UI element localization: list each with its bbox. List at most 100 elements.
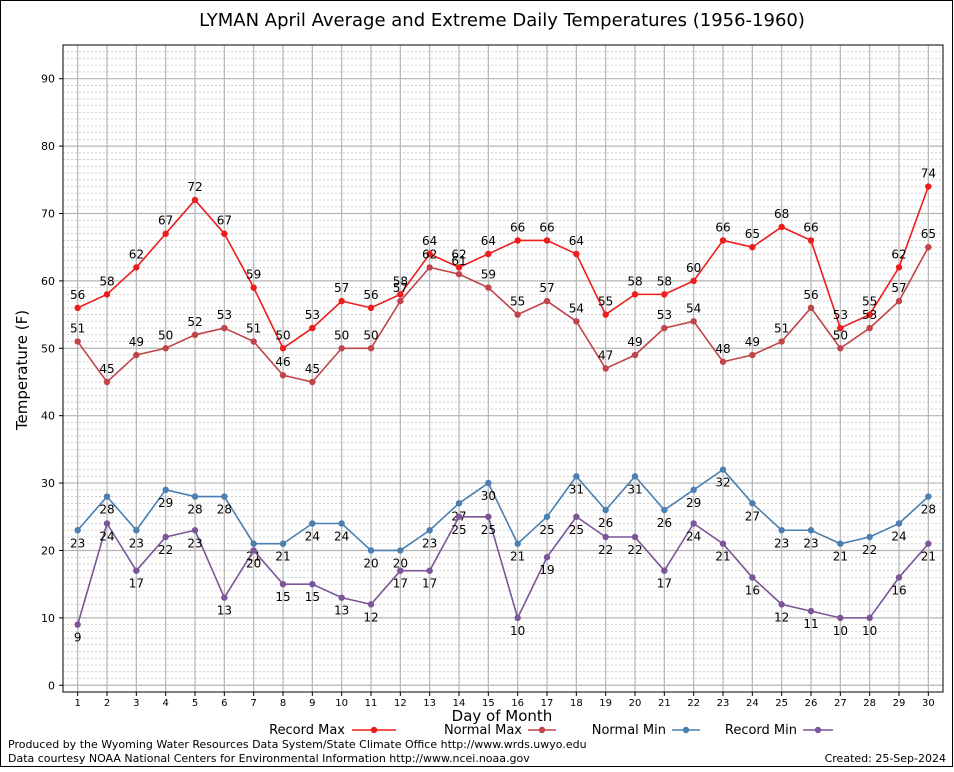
- record-max-data-label: 68: [774, 207, 789, 221]
- normal-max-data-label: 47: [598, 349, 613, 363]
- normal-min-data-label: 21: [275, 550, 290, 564]
- normal-max-data-label: 48: [715, 342, 730, 356]
- normal-min-point: [279, 540, 287, 547]
- major-gridlines: [63, 45, 943, 692]
- x-tick-label: 28: [863, 698, 876, 709]
- normal-max-data-label: 49: [627, 335, 642, 349]
- normal-max-data-label: 50: [158, 328, 173, 342]
- normal-min-data-label: 29: [686, 496, 701, 510]
- normal-max-point: [221, 324, 228, 332]
- normal-min-point: [309, 520, 316, 527]
- record-min-point: [221, 594, 228, 601]
- record-min-data-label: 17: [422, 577, 437, 591]
- record-max-data-label: 58: [627, 274, 642, 288]
- normal-min-point: [514, 540, 521, 547]
- legend-marker: [682, 726, 690, 734]
- record-max-data-label: 56: [363, 288, 378, 302]
- record-min-point: [925, 540, 932, 547]
- normal-min-data-label: 28: [921, 503, 936, 517]
- normal-min-point: [837, 540, 844, 547]
- record-max-data-label: 62: [129, 247, 144, 261]
- record-max-data-label: 67: [158, 214, 173, 228]
- record-max-point: [133, 264, 140, 271]
- record-min-point: [279, 580, 287, 588]
- record-max-point: [485, 250, 492, 258]
- y-tick-label: 90: [41, 73, 55, 86]
- record-max-data-label: 55: [598, 295, 613, 309]
- normal-min-data-label: 24: [305, 530, 320, 544]
- normal-max-line: [77, 246, 930, 384]
- normal-max-data-label: 53: [217, 308, 232, 322]
- normal-max-data-label: 59: [481, 268, 496, 282]
- normal-max-data-label: 49: [745, 335, 760, 349]
- record-min-point: [866, 614, 873, 622]
- record-max-data-label: 59: [246, 268, 261, 282]
- normal-min-point: [74, 527, 81, 534]
- normal-max-data-label: 50: [363, 328, 378, 342]
- record-min-data-label: 24: [99, 530, 114, 544]
- record-min-data-label: 20: [246, 556, 261, 570]
- record-min-point: [514, 614, 521, 622]
- series-normal-min: 23 28 23 29 28 28 21 21 24 24 20 20 23 27 30 21 25 31 26 31…: [70, 466, 936, 570]
- record-min-point: [162, 533, 169, 541]
- record-max-data-label: 53: [305, 308, 320, 322]
- x-tick-label: 10: [335, 698, 348, 709]
- normal-max-data-label: 57: [393, 281, 408, 295]
- normal-max-point: [514, 311, 521, 318]
- y-tick-label: 30: [41, 477, 55, 490]
- normal-min-line: [77, 468, 929, 552]
- record-min-line: [76, 515, 929, 625]
- y-tick-label: 80: [41, 140, 55, 153]
- normal-max-point: [455, 270, 463, 278]
- record-max-point: [367, 304, 375, 312]
- record-max-data-label: 66: [510, 220, 525, 234]
- record-max-point: [338, 297, 345, 305]
- record-max-point: [895, 264, 903, 271]
- record-min-data-label: 15: [275, 590, 290, 604]
- normal-max-point: [191, 331, 199, 339]
- x-tick-label: 21: [658, 698, 671, 709]
- normal-max-point: [162, 345, 169, 352]
- credit-line-1: Produced by the Wyoming Water Resources …: [8, 738, 587, 751]
- normal-min-point: [778, 527, 785, 534]
- record-min-data-label: 10: [510, 624, 525, 638]
- record-max-data-label: 50: [275, 328, 290, 342]
- record-max-point: [837, 324, 844, 332]
- record-max-data-label: 64: [422, 234, 437, 248]
- normal-min-point: [162, 486, 169, 494]
- normal-max-data-label: 53: [862, 308, 877, 322]
- x-tick-label: 3: [133, 698, 139, 709]
- normal-min-point: [103, 493, 111, 500]
- record-min-data-label: 12: [363, 610, 378, 624]
- x-tick-label: 26: [805, 698, 818, 709]
- record-max-data-label: 66: [715, 220, 730, 234]
- record-min-data-label: 21: [715, 550, 730, 564]
- record-min-point: [426, 567, 433, 574]
- normal-min-point: [367, 547, 375, 554]
- x-tick-label: 24: [746, 698, 759, 709]
- normal-min-point: [866, 533, 873, 541]
- record-max-point: [690, 277, 697, 285]
- x-tick-label: 17: [541, 698, 554, 709]
- record-min-point: [543, 554, 551, 561]
- legend-label: Normal Max: [444, 723, 522, 738]
- series-record-min: 9 24 17 22 23 13 20 15 15 13 12 17 17 25 25 10 19 25 22 22 1…: [74, 513, 936, 645]
- normal-min-point: [133, 527, 140, 534]
- normal-max-point: [309, 378, 316, 386]
- normal-max-data-label: 55: [510, 295, 525, 309]
- y-tick-label: 40: [41, 410, 55, 423]
- normal-min-data-label: 26: [657, 516, 672, 530]
- normal-max-data-label: 53: [657, 308, 672, 322]
- record-min-data-label: 17: [657, 577, 672, 591]
- record-max-point: [543, 237, 551, 244]
- record-max-data-label: 67: [217, 214, 232, 228]
- legend-item-record-min: Record Min: [725, 723, 833, 738]
- normal-max-data-label: 46: [275, 355, 290, 369]
- normal-max-point: [749, 351, 756, 359]
- record-max-data-label: 66: [539, 220, 554, 234]
- normal-max-data-label: 45: [305, 362, 320, 376]
- normal-max-point: [397, 297, 404, 305]
- normal-min-data-label: 21: [246, 550, 261, 564]
- normal-max-point: [602, 365, 609, 372]
